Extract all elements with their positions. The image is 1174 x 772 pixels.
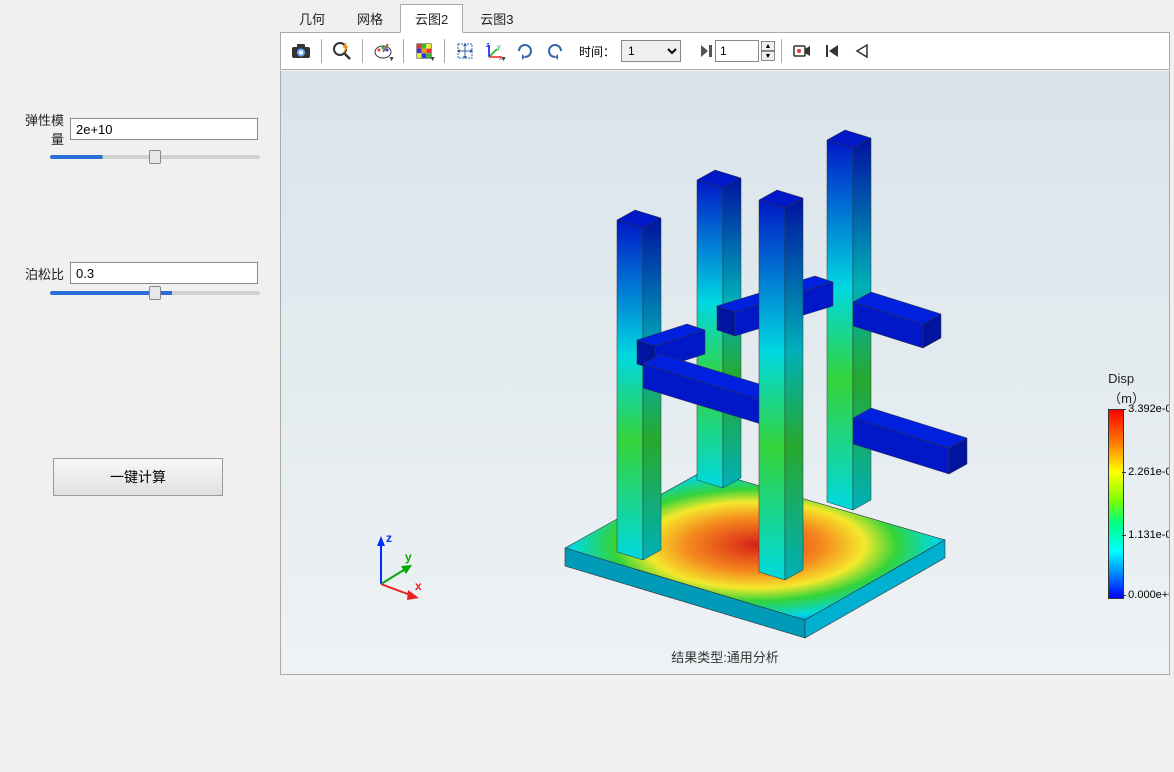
- result-type-label: 结果类型:通用分析: [671, 647, 779, 666]
- camera-icon[interactable]: [287, 37, 315, 65]
- fem-model: [445, 80, 1005, 640]
- toolbar: ▼ ▼ xzy ▼ 时间： 1: [280, 32, 1170, 70]
- poisson-group: 泊松比: [18, 262, 258, 298]
- main-panel: 几何 网格 云图2 云图3 ▼ ▼: [276, 0, 1174, 772]
- elastic-modulus-slider[interactable]: [50, 155, 260, 159]
- time-select[interactable]: 1: [621, 40, 681, 62]
- orientation-triad: z y x: [357, 528, 437, 608]
- legend-tick: 1.131e-05: [1128, 529, 1170, 541]
- time-label: 时间：: [579, 43, 615, 60]
- tab-contour3[interactable]: 云图3: [465, 4, 528, 33]
- rotate-cw-icon[interactable]: [511, 37, 539, 65]
- svg-text:z: z: [386, 531, 392, 545]
- legend-tick: 3.392e-05: [1128, 403, 1170, 415]
- legend-tick: 2.261e-05: [1128, 466, 1170, 478]
- move-icon[interactable]: [451, 37, 479, 65]
- poisson-label: 泊松比: [18, 264, 64, 283]
- svg-text:y: y: [497, 44, 501, 51]
- rotate-ccw-icon[interactable]: [541, 37, 569, 65]
- color-legend: Disp （m） 3.392e-05 2.261e-05 1.131e-05 0…: [1108, 371, 1145, 599]
- record-icon[interactable]: [788, 37, 816, 65]
- frame-input[interactable]: [715, 40, 759, 62]
- legend-tick: 0.000e+00: [1128, 589, 1170, 601]
- rubiks-icon[interactable]: ▼: [410, 37, 438, 65]
- legend-title: Disp: [1108, 371, 1145, 386]
- column-front-right: [759, 190, 803, 580]
- play-rev-icon[interactable]: [848, 37, 876, 65]
- viewport[interactable]: z y x 结果类型:通用分析 Disp （m） 3.392e-05 2.261…: [280, 71, 1170, 675]
- sidebar: 弹性模量 泊松比 一键计算: [0, 0, 276, 772]
- frame-down[interactable]: ▼: [761, 51, 775, 61]
- axes-xyz-icon[interactable]: xzy ▼: [481, 37, 509, 65]
- paint-icon[interactable]: ▼: [369, 37, 397, 65]
- poisson-slider[interactable]: [50, 291, 260, 295]
- tab-geometry[interactable]: 几何: [284, 4, 340, 33]
- svg-text:y: y: [405, 550, 412, 564]
- step-icon: [699, 43, 713, 59]
- elastic-modulus-input[interactable]: [70, 118, 258, 140]
- frame-up[interactable]: ▲: [761, 41, 775, 51]
- tab-mesh[interactable]: 网格: [342, 4, 398, 33]
- skip-start-icon[interactable]: [818, 37, 846, 65]
- svg-text:z: z: [486, 42, 490, 49]
- elastic-modulus-group: 弹性模量: [18, 110, 258, 162]
- svg-text:x: x: [415, 579, 422, 593]
- legend-bar: [1108, 409, 1124, 599]
- tab-contour2[interactable]: 云图2: [400, 4, 463, 33]
- calculate-button[interactable]: 一键计算: [53, 458, 223, 496]
- elastic-modulus-label: 弹性模量: [18, 110, 64, 148]
- tab-bar: 几何 网格 云图2 云图3: [276, 0, 1174, 33]
- poisson-input[interactable]: [70, 262, 258, 284]
- zoom-flash-icon[interactable]: [328, 37, 356, 65]
